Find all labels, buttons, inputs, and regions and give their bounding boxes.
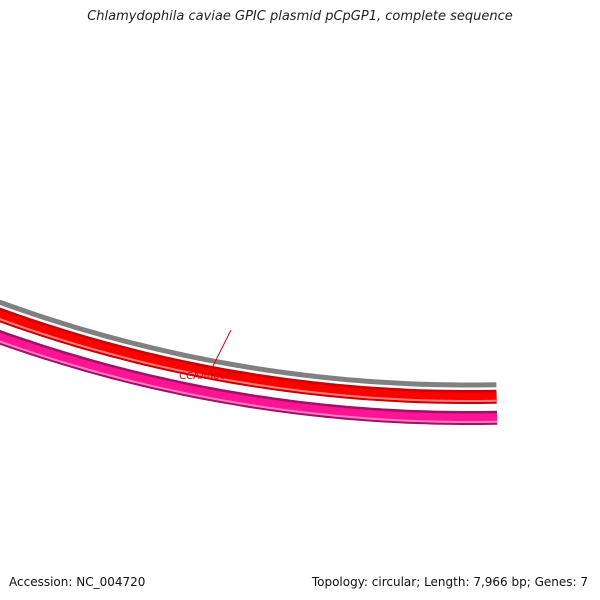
forward-cds-highlight — [0, 318, 497, 402]
map-title: Chlamydophila caviae GPIC plasmid pCpGP1… — [87, 9, 513, 24]
backbone-ring — [0, 299, 497, 388]
gene-label-leader — [211, 329, 232, 369]
gene-label-ccaa00004[interactable]: CCAA00004 — [179, 371, 239, 382]
summary-text: Topology: circular; Length: 7,966 bp; Ge… — [311, 575, 588, 589]
reverse-cds-feature[interactable] — [0, 44, 498, 423]
forward-cds-feature[interactable] — [0, 28, 497, 402]
accession-text: Accession: NC_004720 — [9, 575, 146, 589]
reverse-cds-highlight — [0, 340, 498, 423]
